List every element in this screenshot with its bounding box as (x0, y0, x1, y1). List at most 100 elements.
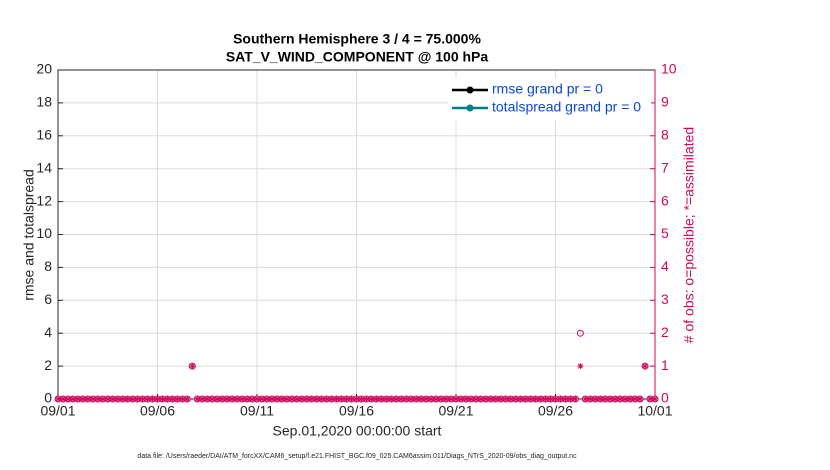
obs-possible-marker (576, 329, 584, 337)
obs-assimilated-marker (457, 396, 464, 402)
obs-assimilated-marker (597, 396, 604, 402)
obs-assimilated-marker (512, 396, 519, 402)
y-tick-label: 14 (36, 159, 52, 175)
obs-assimilated-marker (94, 396, 101, 402)
y-tick-label: 4 (44, 324, 52, 340)
obs-assimilated-marker (313, 396, 320, 402)
obs-assimilated-marker (492, 396, 499, 402)
obs-assimilated-marker (617, 396, 624, 402)
y2-axis-label: # of obs: o=possible; *=assimilated (681, 127, 697, 343)
obs-assimilated-marker (363, 396, 370, 402)
obs-assimilated-marker (453, 396, 459, 402)
obs-assimilated-marker (69, 396, 76, 402)
obs-assimilated-marker (547, 396, 554, 402)
obs-assimilated-marker (249, 396, 256, 402)
obs-assimilated-marker (254, 396, 260, 402)
x-tick-label: 09/21 (438, 403, 473, 419)
obs-assimilated-marker (209, 396, 216, 402)
obs-assimilated-marker (164, 396, 171, 402)
obs-assimilated-marker (517, 396, 524, 402)
obs-assimilated-marker (482, 396, 489, 402)
obs-assimilated-marker (497, 396, 504, 402)
obs-assimilated-marker (462, 396, 469, 402)
obs-assimilated-marker (308, 396, 315, 402)
chart-title: Southern Hemisphere 3 / 4 = 75.000% (233, 31, 481, 47)
obs-assimilated-marker (79, 396, 86, 402)
obs-assimilated-marker (303, 396, 310, 402)
x-axis-label: Sep.01,2020 00:00:00 start (273, 423, 442, 439)
obs-assimilated-marker (612, 396, 619, 402)
y-tick-label: 16 (36, 127, 52, 143)
footnote: data file: /Users/raeder/DAI/ATM_forcXX/… (137, 453, 577, 460)
obs-assimilated-marker (398, 396, 405, 402)
obs-assimilated-marker (219, 396, 226, 402)
y2-tick-label: 3 (661, 291, 669, 307)
obs-assimilated-marker (522, 396, 529, 402)
y-tick-label: 0 (44, 390, 52, 406)
obs-assimilated-marker (537, 396, 544, 402)
obs-assimilated-marker (263, 396, 270, 402)
obs-assimilated-marker (338, 396, 345, 402)
legend-label: rmse grand pr = 0 (492, 81, 603, 97)
y2-tick-label: 6 (661, 192, 669, 208)
obs-assimilated-marker (109, 396, 116, 402)
obs-assimilated-marker (323, 396, 330, 402)
obs-assimilated-marker (487, 396, 494, 402)
legend-marker (466, 104, 474, 112)
legend-label: totalspread grand pr = 0 (492, 99, 641, 115)
obs-assimilated-marker (428, 396, 435, 402)
obs-assimilated-marker (438, 396, 445, 402)
obs-assimilated-marker (388, 396, 395, 402)
obs-assimilated-marker (642, 363, 649, 370)
obs-assimilated-marker (542, 396, 549, 402)
obs-assimilated-marker (179, 396, 186, 402)
obs-assimilated-marker (472, 396, 479, 402)
obs-assimilated-marker (229, 396, 236, 402)
chart-subtitle: SAT_V_WIND_COMPONENT @ 100 hPa (226, 49, 489, 65)
obs-assimilated-marker (652, 396, 658, 402)
obs-assimilated-marker (602, 396, 609, 402)
y-tick-label: 2 (44, 357, 52, 373)
obs-assimilated-marker (74, 396, 81, 402)
obs-assimilated-marker (467, 396, 474, 402)
obs-assimilated-marker (174, 396, 181, 402)
obs-assimilated-marker (348, 396, 355, 402)
obs-assimilated-marker (124, 396, 131, 402)
y-tick-label: 18 (36, 94, 52, 110)
obs-assimilated-marker (577, 363, 584, 370)
obs-assimilated-marker (169, 396, 176, 402)
obs-assimilated-marker (244, 396, 251, 402)
obs-assimilated-marker (149, 396, 156, 402)
obs-assimilated-marker (587, 396, 594, 402)
obs-assimilated-marker (328, 396, 335, 402)
obs-assimilated-marker (154, 396, 161, 402)
obs-assimilated-marker (134, 396, 141, 402)
obs-assimilated-marker (159, 396, 166, 402)
obs-assimilated-marker (288, 396, 295, 402)
obs-assimilated-marker (443, 396, 450, 402)
obs-assimilated-marker (214, 396, 221, 402)
obs-assimilated-marker (527, 396, 534, 402)
y2-tick-label: 8 (661, 127, 669, 143)
obs-assimilated-marker (358, 396, 365, 402)
x-tick-label: 09/01 (40, 403, 75, 419)
obs-assimilated-marker (224, 396, 231, 402)
obs-assimilated-marker (607, 396, 614, 402)
y-tick-label: 20 (36, 61, 52, 77)
obs-assimilated-marker (55, 396, 61, 402)
obs-assimilated-marker (89, 396, 96, 402)
x-tick-label: 09/16 (339, 403, 374, 419)
obs-assimilated-marker (373, 396, 380, 402)
obs-assimilated-marker (567, 396, 574, 402)
obs-assimilated-marker (139, 396, 146, 402)
obs-assimilated-marker (647, 396, 654, 402)
obs-assimilated-marker (403, 396, 410, 402)
y-tick-label: 12 (36, 192, 52, 208)
obs-assimilated-marker (234, 396, 241, 402)
obs-assimilated-marker (418, 396, 425, 402)
y2-tick-label: 2 (661, 324, 669, 340)
y2-tick-label: 0 (661, 390, 669, 406)
obs-assimilated-marker (258, 396, 265, 402)
obs-assimilated-marker (84, 396, 91, 402)
